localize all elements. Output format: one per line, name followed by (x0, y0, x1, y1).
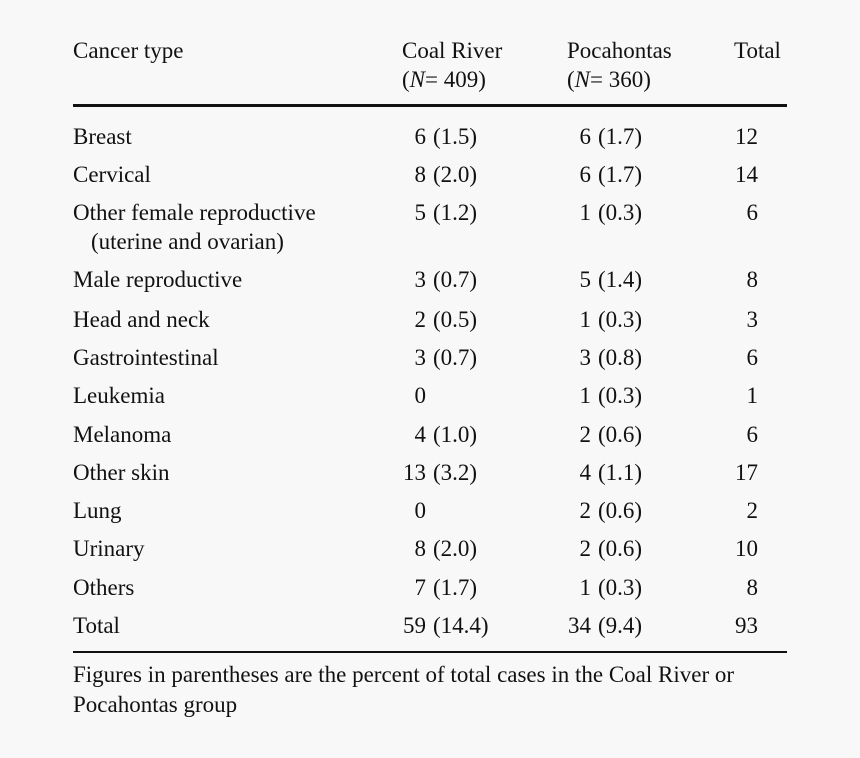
header-total: Total (734, 38, 781, 63)
row-4-coal-percent: (0.5) (433, 307, 478, 332)
row-7-coal-percent: (1.0) (433, 422, 478, 447)
row-2-coal-percent: (1.2) (433, 200, 478, 225)
header-coal-river-n: (N= 409) (402, 65, 486, 94)
header-coal-river-n-prefix: ( (402, 67, 410, 92)
row-11-pocahontas-percent: (0.3) (598, 575, 643, 600)
row-11-total: 8 (746, 575, 759, 600)
row-11-coal-percent: (1.7) (433, 575, 478, 600)
row-12-total: 93 (735, 613, 758, 638)
row-6-pocahontas-count: 1 (579, 383, 592, 408)
row-0-pocahontas-count: 6 (579, 124, 592, 149)
row-2-coal-count: 5 (414, 200, 427, 225)
row-4-total: 3 (746, 307, 759, 332)
row-8-coal-count: 13 (403, 460, 426, 485)
row-10-cancer-type: Urinary (73, 536, 145, 561)
header-divider (73, 104, 787, 107)
row-5-total: 6 (746, 345, 759, 370)
row-9-coal-count: 0 (414, 498, 427, 523)
row-10-coal-percent: (2.0) (433, 536, 478, 561)
row-3-pocahontas-percent: (1.4) (598, 267, 643, 292)
row-7-pocahontas-percent: (0.6) (598, 422, 643, 447)
row-0-pocahontas-percent: (1.7) (598, 124, 643, 149)
row-7-total: 6 (746, 422, 759, 447)
row-0-cancer-type: Breast (73, 124, 132, 149)
row-2-pocahontas-percent: (0.3) (598, 200, 643, 225)
row-0-coal-count: 6 (414, 124, 427, 149)
row-2-total: 6 (746, 200, 759, 225)
row-11-cancer-type: Others (73, 575, 135, 600)
row-0-coal-percent: (1.5) (433, 124, 478, 149)
row-5-pocahontas-count: 3 (579, 345, 592, 370)
row-1-total: 14 (735, 162, 758, 187)
row-9-total: 2 (746, 498, 759, 523)
row-6-coal-count: 0 (414, 383, 427, 408)
header-coal-river-n-value: = 409) (425, 67, 486, 92)
row-7-coal-count: 4 (414, 422, 427, 447)
row-8-coal-percent: (3.2) (433, 460, 478, 485)
row-12-coal-count: 59 (403, 613, 426, 638)
row-11-pocahontas-count: 1 (579, 575, 592, 600)
row-3-cancer-type: Male reproductive (73, 267, 243, 292)
row-4-coal-count: 2 (414, 307, 427, 332)
row-7-pocahontas-count: 2 (579, 422, 592, 447)
row-4-pocahontas-percent: (0.3) (598, 307, 643, 332)
row-12-coal-percent: (14.4) (433, 613, 489, 638)
row-5-cancer-type: Gastrointestinal (73, 345, 219, 370)
row-12-pocahontas-count: 34 (568, 613, 591, 638)
header-coal-river-n-symbol: N (409, 67, 426, 92)
row-10-pocahontas-percent: (0.6) (598, 536, 643, 561)
row-1-cancer-type: Cervical (73, 162, 151, 187)
header-pocahontas-n-prefix: ( (567, 67, 575, 92)
row-3-pocahontas-count: 5 (579, 267, 592, 292)
row-3-total: 8 (746, 267, 759, 292)
row-6-cancer-type: Leukemia (73, 383, 165, 408)
header-pocahontas-n-value: = 360) (590, 67, 651, 92)
row-2-cancer-type-line2: (uterine and ovarian) (91, 229, 284, 254)
row-10-total: 10 (735, 536, 758, 561)
row-5-pocahontas-percent: (0.8) (598, 345, 643, 370)
row-5-coal-percent: (0.7) (433, 345, 478, 370)
row-6-pocahontas-percent: (0.3) (598, 383, 643, 408)
header-pocahontas-n: (N= 360) (567, 65, 651, 94)
row-1-coal-count: 8 (414, 162, 427, 187)
footer-divider (73, 651, 787, 653)
row-9-cancer-type: Lung (73, 498, 122, 523)
row-8-pocahontas-count: 4 (579, 460, 592, 485)
row-6-total: 1 (746, 383, 759, 408)
row-8-cancer-type: Other skin (73, 460, 170, 485)
row-9-pocahontas-count: 2 (579, 498, 592, 523)
row-1-pocahontas-percent: (1.7) (598, 162, 643, 187)
row-7-cancer-type: Melanoma (73, 422, 172, 447)
row-12-pocahontas-percent: (9.4) (598, 613, 643, 638)
header-pocahontas-n-symbol: N (574, 67, 591, 92)
row-3-coal-count: 3 (414, 267, 427, 292)
row-4-pocahontas-count: 1 (579, 307, 592, 332)
header-cancer-type: Cancer type (73, 38, 184, 63)
row-3-coal-percent: (0.7) (433, 267, 478, 292)
row-1-coal-percent: (2.0) (433, 162, 478, 187)
row-5-coal-count: 3 (414, 345, 427, 370)
table-footnote: Figures in parentheses are the percent o… (73, 662, 735, 717)
row-2-cancer-type: Other female reproductive (73, 200, 316, 225)
row-0-total: 12 (735, 124, 758, 149)
header-coal-river: Coal River (402, 38, 503, 63)
row-10-coal-count: 8 (414, 536, 427, 561)
cancer-table: Cancer type Coal River (N= 409) Pocahont… (73, 0, 787, 758)
row-4-cancer-type: Head and neck (73, 307, 210, 332)
row-10-pocahontas-count: 2 (579, 536, 592, 561)
row-2-pocahontas-count: 1 (579, 200, 592, 225)
row-12-cancer-type: Total (73, 613, 120, 638)
row-9-pocahontas-percent: (0.6) (598, 498, 643, 523)
row-11-coal-count: 7 (414, 575, 427, 600)
row-8-total: 17 (735, 460, 758, 485)
row-8-pocahontas-percent: (1.1) (598, 460, 643, 485)
header-pocahontas: Pocahontas (567, 38, 672, 63)
row-1-pocahontas-count: 6 (579, 162, 592, 187)
